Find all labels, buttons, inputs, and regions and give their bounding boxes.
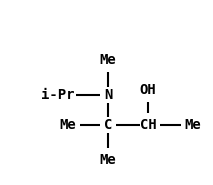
Text: N: N bbox=[104, 88, 112, 102]
Text: Me: Me bbox=[185, 118, 201, 132]
Text: Me: Me bbox=[100, 53, 116, 67]
Text: Me: Me bbox=[60, 118, 76, 132]
Text: i-Pr: i-Pr bbox=[41, 88, 75, 102]
Text: C: C bbox=[104, 118, 112, 132]
Text: CH: CH bbox=[140, 118, 156, 132]
Text: Me: Me bbox=[100, 153, 116, 167]
Text: OH: OH bbox=[140, 83, 156, 97]
